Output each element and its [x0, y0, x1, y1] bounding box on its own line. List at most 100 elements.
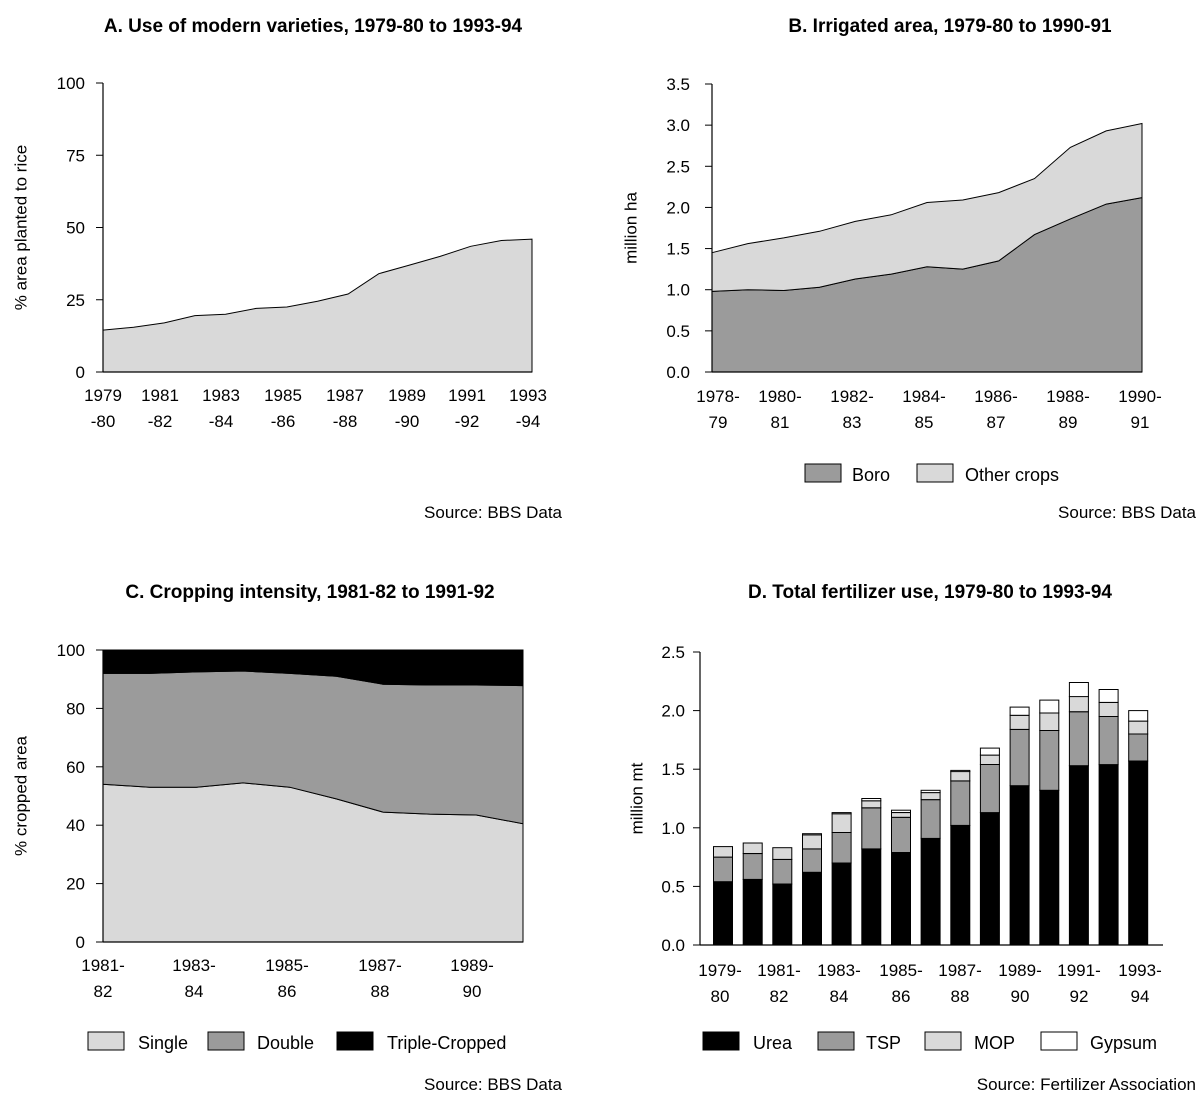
- y-tick-label: 2.0: [661, 702, 685, 721]
- bar-urea-1981-82: [772, 883, 793, 946]
- y-tick-label: 0.5: [666, 322, 690, 341]
- legend-swatch-other-crops: [916, 463, 954, 483]
- x-tick-label: -86: [271, 412, 296, 431]
- bar-urea-1979-80: [713, 881, 733, 946]
- bar-mop-1991-92: [1068, 696, 1089, 713]
- legend-swatch-double: [207, 1031, 245, 1051]
- bar-urea-1990-91: [1039, 789, 1060, 946]
- x-tick-label: 1981: [141, 386, 179, 405]
- bar-gypsum-1987-88: [950, 769, 971, 773]
- x-tick-label: 1983: [202, 386, 240, 405]
- x-tick-label: 82: [94, 982, 113, 1001]
- x-tick-label: 84: [830, 987, 849, 1006]
- bar-urea-1986-87: [920, 837, 941, 946]
- bar-mop-1981-82: [772, 847, 793, 860]
- x-tick-label: 1981-: [757, 961, 800, 980]
- y-tick-label: 1.5: [661, 760, 685, 779]
- bar-urea-1985-86: [891, 851, 911, 946]
- y-tick-label: 80: [66, 699, 85, 718]
- y-tick-label: 100: [57, 641, 85, 660]
- bar-mop-1980-81: [742, 842, 763, 854]
- chart-A: A. Use of modern varieties, 1979-80 to 1…: [11, 16, 562, 522]
- x-tick-label: 92: [1070, 987, 1089, 1006]
- legend-swatch-gypsum: [1040, 1031, 1078, 1051]
- chart-C: C. Cropping intensity, 1981-82 to 1991-9…: [11, 582, 562, 1094]
- y-tick-label: 20: [66, 875, 85, 894]
- x-tick-label: 91: [1131, 413, 1150, 432]
- bar-tsp-1985-86: [891, 816, 911, 853]
- bar-tsp-1987-88: [950, 780, 971, 826]
- chart-title: B. Irrigated area, 1979-80 to 1990-91: [788, 16, 1112, 37]
- bar-mop-1986-87: [920, 792, 941, 801]
- y-tick-label: 3.5: [666, 75, 690, 94]
- bar-urea-1982-83: [802, 871, 822, 946]
- source-note: Source: BBS Data: [1058, 503, 1197, 522]
- bar-urea-1993-94: [1128, 760, 1149, 946]
- bar-tsp-1983-84: [831, 832, 852, 864]
- bar-gypsum-1988-89: [979, 747, 1000, 756]
- bar-tsp-1988-89: [979, 764, 1000, 814]
- x-tick-label: 1993: [509, 386, 547, 405]
- x-tick-label: 1991-: [1057, 961, 1100, 980]
- legend-label: Double: [257, 1033, 314, 1053]
- x-tick-label: -94: [516, 412, 541, 431]
- x-tick-label: 1991: [448, 386, 486, 405]
- legend-label: MOP: [974, 1033, 1015, 1053]
- area-series-other-crops: [711, 122, 1143, 292]
- source-note: Source: BBS Data: [424, 1075, 563, 1094]
- bar-tsp-1992-93: [1098, 716, 1119, 766]
- bar-tsp-1990-91: [1039, 730, 1060, 791]
- bar-mop-1982-83: [802, 834, 822, 850]
- legend-swatch-single: [87, 1031, 125, 1051]
- x-tick-label: 85: [915, 413, 934, 432]
- y-tick-label: 0.0: [661, 936, 685, 955]
- y-tick-label: 0.0: [666, 363, 690, 382]
- y-axis-label: million mt: [627, 762, 646, 834]
- y-tick-label: 0: [76, 933, 85, 952]
- chart-title: C. Cropping intensity, 1981-82 to 1991-9…: [125, 582, 494, 603]
- x-tick-label: 1981-: [81, 956, 124, 975]
- x-tick-label: 1986-: [974, 387, 1017, 406]
- bar-tsp-1980-81: [742, 853, 763, 880]
- x-tick-label: 1985: [264, 386, 302, 405]
- bar-mop-1990-91: [1039, 712, 1060, 732]
- x-tick-label: 1989: [388, 386, 426, 405]
- x-tick-label: -84: [209, 412, 234, 431]
- x-tick-label: -92: [455, 412, 480, 431]
- x-tick-label: 88: [371, 982, 390, 1001]
- x-tick-label: 88: [951, 987, 970, 1006]
- legend-label: Triple-Cropped: [387, 1033, 506, 1053]
- y-tick-label: 25: [66, 291, 85, 310]
- legend: Single Double Triple-Cropped: [87, 1031, 506, 1053]
- y-tick-label: 60: [66, 758, 85, 777]
- x-tick-label: 1990-: [1118, 387, 1161, 406]
- y-tick-label: 2.5: [666, 157, 690, 176]
- x-tick-label: 1983-: [172, 956, 215, 975]
- bar-urea-1988-89: [979, 812, 1000, 946]
- legend-label: Other crops: [965, 465, 1059, 485]
- y-axis-label: % area planted to rice: [11, 145, 30, 310]
- x-tick-label: 1987-: [358, 956, 401, 975]
- bar-mop-1989-90: [1009, 714, 1030, 730]
- chart-D: D. Total fertilizer use, 1979-80 to 1993…: [627, 582, 1196, 1094]
- x-tick-label: 81: [771, 413, 790, 432]
- y-axis-label: % cropped area: [11, 735, 30, 856]
- bar-mop-1988-89: [979, 754, 1000, 765]
- y-tick-label: 3.0: [666, 116, 690, 135]
- x-tick-label: 1982-: [830, 387, 873, 406]
- y-tick-label: 2.5: [661, 643, 685, 662]
- bar-gypsum-1992-93: [1098, 689, 1119, 703]
- x-tick-label: 86: [278, 982, 297, 1001]
- bar-tsp-1986-87: [920, 799, 941, 839]
- x-tick-label: 82: [770, 987, 789, 1006]
- source-note: Source: BBS Data: [424, 503, 563, 522]
- x-tick-label: 1987-: [938, 961, 981, 980]
- bar-gypsum-1982-83: [802, 833, 822, 836]
- x-tick-label: 89: [1059, 413, 1078, 432]
- x-tick-label: 87: [987, 413, 1006, 432]
- legend-swatch-triple-cropped: [336, 1031, 374, 1051]
- y-tick-label: 0.5: [661, 877, 685, 896]
- bar-gypsum-1990-91: [1039, 699, 1060, 714]
- bar-gypsum-1984-85: [861, 798, 882, 802]
